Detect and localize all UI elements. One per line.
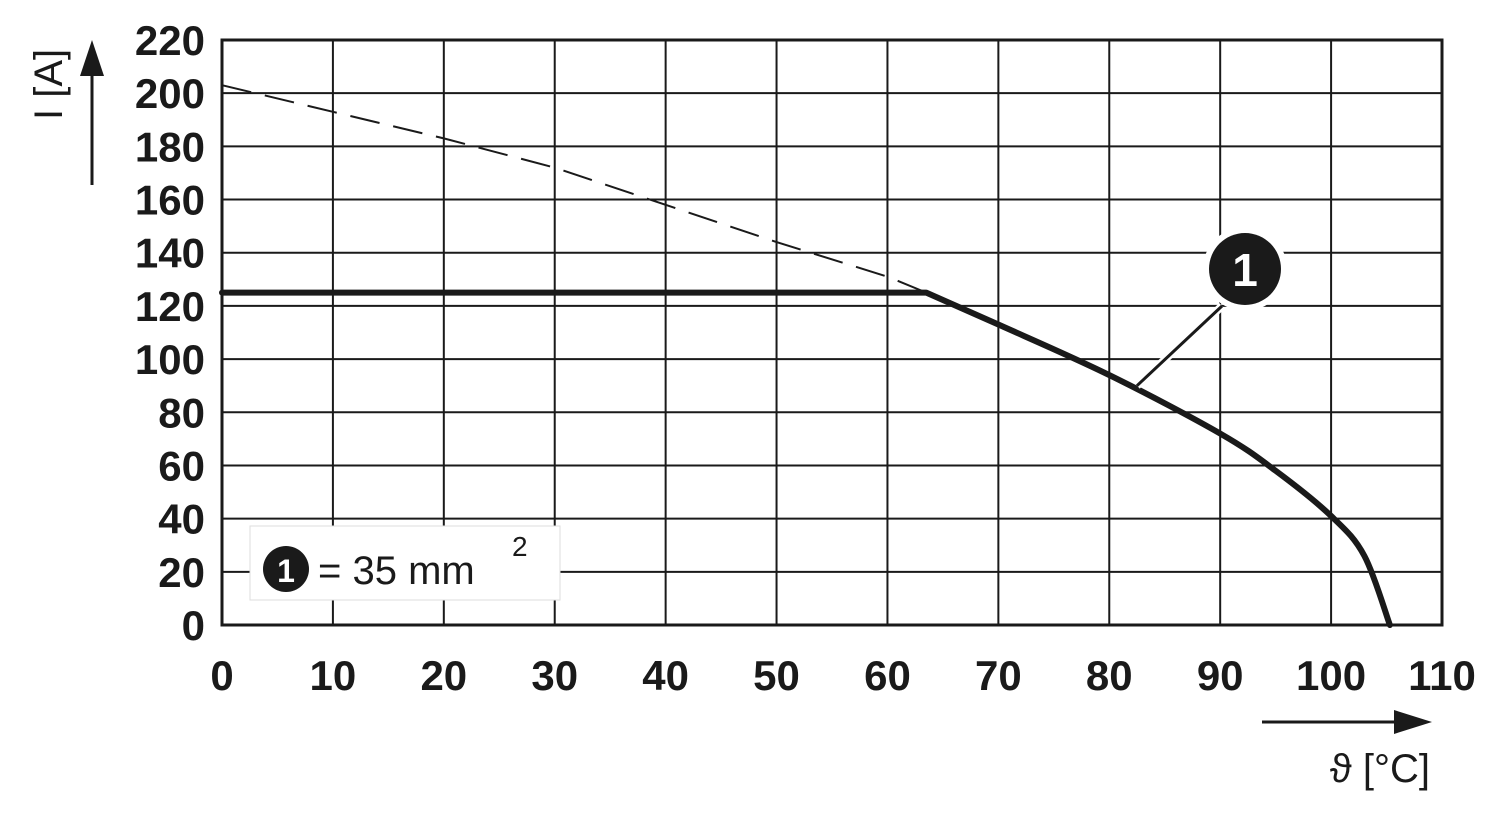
dashed-curve bbox=[221, 84, 927, 294]
callout-marker bbox=[1209, 233, 1281, 305]
y-axis-title: I [A] bbox=[27, 40, 104, 185]
grid bbox=[220, 38, 1444, 627]
legend-superscript: 2 bbox=[512, 531, 528, 562]
x-tick-label-2: 20 bbox=[420, 652, 467, 699]
x-tick-label-1: 10 bbox=[310, 652, 357, 699]
y-tick-label-9: 180 bbox=[135, 123, 205, 170]
tick-labels: 0 10 20 30 40 50 60 70 80 90 100 110020406080100120… bbox=[135, 17, 1476, 699]
legend: 1 = 35 mm 2 bbox=[249, 525, 561, 601]
x-tick-label-3: 30 bbox=[531, 652, 578, 699]
y-tick-label-3: 60 bbox=[158, 442, 205, 489]
x-tick-label-8: 80 bbox=[1086, 652, 1133, 699]
x-tick-label-10: 100 bbox=[1296, 652, 1366, 699]
legend-marker bbox=[263, 546, 309, 592]
y-tick-label-7: 140 bbox=[135, 230, 205, 277]
callout-leader-line-inner bbox=[1135, 304, 1224, 387]
x-tick-label-4: 40 bbox=[642, 652, 689, 699]
callout: 1 bbox=[1134, 227, 1287, 389]
callout-marker-label: 1 bbox=[1232, 244, 1258, 296]
x-axis-title: ϑ [°C] bbox=[1262, 710, 1432, 791]
x-tick-label-11: 110 bbox=[1408, 652, 1476, 699]
y-axis-label: I [A] bbox=[27, 49, 71, 120]
legend-text-main: = 35 mm bbox=[318, 549, 475, 593]
y-tick-label-0: 0 bbox=[182, 602, 205, 649]
legend-marker-label: 1 bbox=[277, 553, 295, 589]
x-axis-label: ϑ [°C] bbox=[1330, 747, 1430, 791]
legend-text: = 35 mm bbox=[318, 549, 475, 593]
x-tick-label-6: 60 bbox=[864, 652, 911, 699]
y-axis-arrow-head bbox=[80, 40, 104, 76]
y-tick-label-11: 220 bbox=[135, 17, 205, 64]
y-tick-label-6: 120 bbox=[135, 283, 205, 330]
x-tick-label-5: 50 bbox=[753, 652, 800, 699]
curves bbox=[219, 84, 1393, 628]
plot-frame bbox=[220, 38, 1444, 627]
x-tick-label-7: 70 bbox=[975, 652, 1022, 699]
y-tick-label-4: 80 bbox=[158, 389, 205, 436]
y-tick-label-2: 40 bbox=[158, 496, 205, 543]
x-axis-arrow-head bbox=[1394, 710, 1432, 734]
y-tick-label-5: 100 bbox=[135, 336, 205, 383]
y-tick-label-10: 200 bbox=[135, 70, 205, 117]
x-tick-label-0: 0 bbox=[210, 652, 233, 699]
x-tick-label-9: 90 bbox=[1197, 652, 1244, 699]
y-tick-label-8: 160 bbox=[135, 177, 205, 224]
solid-curve-1 bbox=[219, 289, 1393, 628]
y-tick-label-1: 20 bbox=[158, 549, 205, 596]
